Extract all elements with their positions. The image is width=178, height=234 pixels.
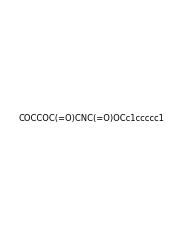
Text: COCCOC(=O)CNC(=O)OCc1ccccc1: COCCOC(=O)CNC(=O)OCc1ccccc1 — [18, 114, 164, 123]
